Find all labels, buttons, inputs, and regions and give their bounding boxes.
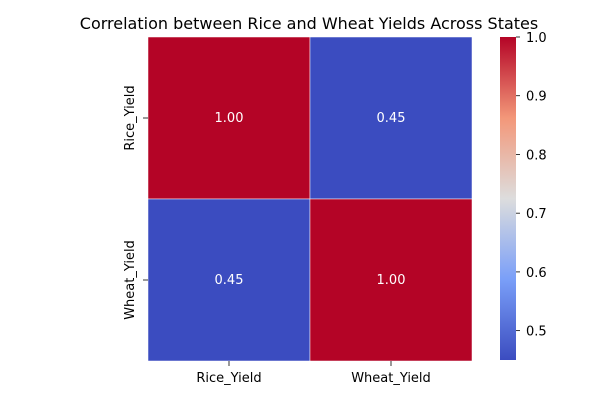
x-tick-label: Wheat_Yield <box>351 371 431 386</box>
colorbar-tick-label: 1.0 <box>526 31 547 46</box>
colorbar-tick-label: 0.8 <box>526 148 547 163</box>
colorbar-tick-label: 0.9 <box>526 90 547 105</box>
colorbar-tick-label: 0.6 <box>526 266 547 281</box>
y-tick-label: Rice_Yield <box>123 85 138 150</box>
cell-value-label: 1.00 <box>215 111 244 126</box>
cell-value-label: 0.45 <box>377 111 406 126</box>
heatmap-axes: Rice_Yield Wheat_Yield Rice_Yield Wheat_Yie… <box>123 85 431 386</box>
colorbar: 0.5 0.6 0.7 0.8 0.9 1.0 <box>500 31 547 360</box>
y-tick-label: Wheat_Yield <box>123 240 138 320</box>
heatmap-cell-0-0 <box>147 36 311 200</box>
heatmap-cell-1-1 <box>309 198 473 362</box>
colorbar-tick-label: 0.7 <box>526 207 547 222</box>
heatmap-cells: 1.00 0.45 0.45 1.00 <box>147 36 473 362</box>
chart-title: Correlation between Rice and Wheat Yield… <box>80 14 538 33</box>
heatmap-cell-1-0 <box>147 198 311 362</box>
heatmap-cell-0-1 <box>309 36 473 200</box>
colorbar-gradient <box>500 37 516 360</box>
colorbar-tick-label: 0.5 <box>526 325 547 340</box>
cell-value-label: 1.00 <box>377 273 406 288</box>
x-tick-label: Rice_Yield <box>196 371 261 386</box>
cell-value-label: 0.45 <box>215 273 244 288</box>
